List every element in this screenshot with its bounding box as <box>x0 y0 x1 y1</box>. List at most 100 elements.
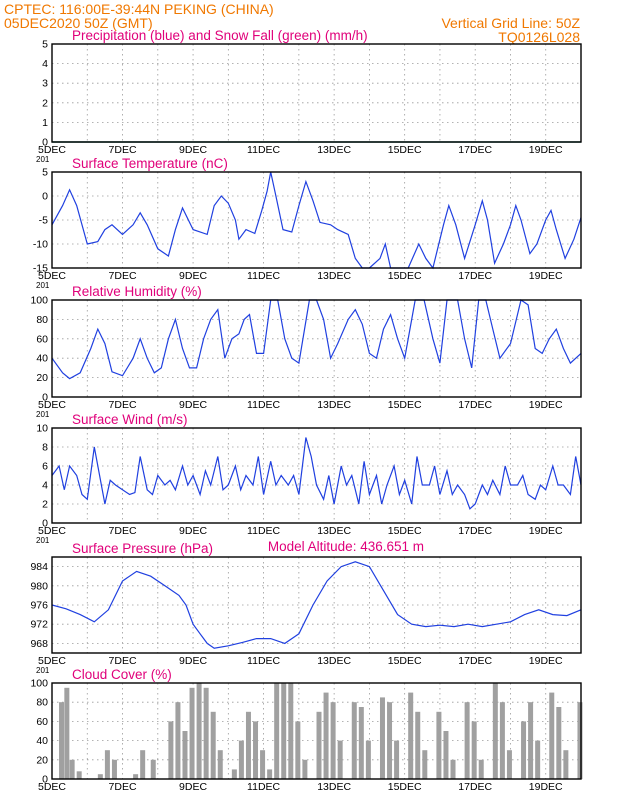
x-tick-label: 7DEC <box>109 270 137 282</box>
cloud-bar <box>231 769 237 779</box>
cloud-bar <box>295 721 301 779</box>
cloud-bar <box>69 759 75 779</box>
y-tick-label: 80 <box>36 697 48 709</box>
panel-title: Precipitation (blue) and Snow Fall (gree… <box>72 28 368 43</box>
x-tick-label: 13DEC <box>317 399 351 411</box>
panel-5: 968 972 976 980 984 Surface Pressure (hPa) 5DE… <box>30 541 582 675</box>
x-tick-label: 9DEC <box>179 399 207 411</box>
x-tick-label: 7DEC <box>109 655 137 667</box>
cloud-bar <box>253 721 259 779</box>
x-tick-label: 19DEC <box>529 781 563 793</box>
x-tick-label: 17DEC <box>458 270 492 282</box>
cloud-bar <box>379 697 385 779</box>
y-tick-label: 20 <box>36 754 48 766</box>
cloud-bar <box>450 759 456 779</box>
y-tick-label: 0 <box>42 137 48 149</box>
x-tick-label: 17DEC <box>458 781 492 793</box>
series-line <box>51 437 582 510</box>
cloud-bar <box>97 774 103 779</box>
x-tick-label: 19DEC <box>529 655 563 667</box>
pressure-note: Model Altitude: 436.651 m <box>268 539 424 554</box>
x-tick-label: 5DEC <box>38 525 66 537</box>
cloud-bar <box>506 750 512 779</box>
y-tick-label: 2 <box>42 499 48 511</box>
y-tick-label: 976 <box>30 600 48 612</box>
x-tick-label: 5DEC <box>38 270 66 282</box>
x-tick-label: 11DEC <box>247 399 280 411</box>
y-tick-label: 100 <box>30 678 48 690</box>
cloud-bar <box>150 759 156 779</box>
cloud-bar <box>245 711 251 779</box>
cloud-bar <box>260 750 266 779</box>
panel-title: Cloud Cover (%) <box>72 667 172 682</box>
cloud-bar <box>337 740 343 779</box>
x-tick-label: 15DEC <box>388 399 422 411</box>
plot-frame <box>51 682 582 780</box>
x-tick-label: 11DEC <box>247 655 280 667</box>
cloud-bar <box>182 731 188 779</box>
y-tick-label: 1 <box>42 117 48 129</box>
y-tick-label: -15 <box>33 263 48 275</box>
y-tick-label: 0 <box>42 518 48 530</box>
y-tick-label: -5 <box>39 215 48 227</box>
x-tick-label: 9DEC <box>179 781 207 793</box>
x-tick-label: 17DEC <box>458 655 492 667</box>
cloud-bar <box>521 721 527 779</box>
cloud-bar <box>478 759 484 779</box>
x-tick-label: 7DEC <box>109 525 137 537</box>
x-tick-label: 19DEC <box>529 525 563 537</box>
panel-title: Surface Wind (m/s) <box>72 412 188 427</box>
y-tick-label: 5 <box>42 167 48 179</box>
y-tick-label: 6 <box>42 461 48 473</box>
x-tick-label: 13DEC <box>317 270 351 282</box>
y-tick-label: 8 <box>42 442 48 454</box>
panel-4: 0 2 4 6 8 10 Surface Wind (m/s) 5DEC 7DEC 9DEC 11D… <box>36 412 582 545</box>
cloud-bar <box>535 740 541 779</box>
y-tick-label: 0 <box>42 392 48 404</box>
cloud-bar <box>577 702 583 779</box>
cloud-bar <box>464 702 470 779</box>
panel-6: 0 20 40 60 80 100 Cloud Cover (%) 5DEC 7DEC 9DEC 1… <box>30 667 583 793</box>
header-code: TQ0126L028 <box>498 29 580 45</box>
x-tick-label: 13DEC <box>317 781 351 793</box>
cloud-bar <box>316 711 322 779</box>
y-tick-label: 2 <box>42 97 48 109</box>
cloud-bar <box>436 711 442 779</box>
cloud-bar <box>76 771 82 779</box>
y-tick-label: 60 <box>36 333 48 345</box>
cloud-bar <box>267 769 273 779</box>
cloud-bar <box>358 707 364 779</box>
y-tick-label: 3 <box>42 78 48 90</box>
x-tick-label: 5DEC <box>38 655 66 667</box>
x-tick-label: 5DEC <box>38 781 66 793</box>
x-tick-label: 13DEC <box>317 144 351 156</box>
plot-frame <box>51 299 582 398</box>
cloud-bar <box>394 740 400 779</box>
year-stub: 201 <box>36 155 50 164</box>
cloud-bar <box>323 692 329 779</box>
x-tick-label: 7DEC <box>109 399 137 411</box>
y-tick-label: 0 <box>42 774 48 786</box>
x-tick-label: 17DEC <box>458 144 492 156</box>
cloud-bar <box>104 750 110 779</box>
cloud-bar <box>140 750 146 779</box>
y-tick-label: -10 <box>33 239 48 251</box>
y-tick-label: 40 <box>36 735 48 747</box>
x-tick-label: 17DEC <box>458 525 492 537</box>
cloud-bar <box>351 702 357 779</box>
plot-frame <box>51 556 582 654</box>
panel-title: Relative Humidity (%) <box>72 284 202 299</box>
header-grid-note: Vertical Grid Line: 50Z <box>441 15 580 31</box>
x-tick-label: 9DEC <box>179 144 207 156</box>
plot-frame <box>51 43 582 143</box>
year-stub: 201 <box>36 666 50 675</box>
cloud-bar <box>189 687 195 779</box>
x-tick-label: 19DEC <box>529 399 563 411</box>
x-tick-label: 9DEC <box>179 655 207 667</box>
y-tick-label: 80 <box>36 314 48 326</box>
cloud-bar <box>492 683 498 779</box>
y-tick-label: 100 <box>30 295 48 307</box>
panel-title: Surface Temperature (nC) <box>72 156 228 171</box>
x-tick-label: 11DEC <box>247 270 280 282</box>
plot-frame <box>51 171 582 269</box>
